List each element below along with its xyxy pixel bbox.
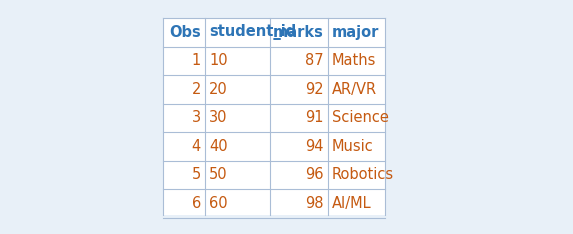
Text: 1: 1 <box>192 53 201 68</box>
Text: 50: 50 <box>209 167 227 182</box>
Text: 40: 40 <box>209 139 227 154</box>
Text: AI/ML: AI/ML <box>332 196 372 211</box>
Text: AR/VR: AR/VR <box>332 82 377 97</box>
Text: 98: 98 <box>305 196 324 211</box>
Text: Science: Science <box>332 110 389 125</box>
Text: 96: 96 <box>305 167 324 182</box>
Text: major: major <box>332 25 379 40</box>
Text: Maths: Maths <box>332 53 376 68</box>
Text: 94: 94 <box>305 139 324 154</box>
Text: 91: 91 <box>305 110 324 125</box>
Text: 2: 2 <box>191 82 201 97</box>
Text: 60: 60 <box>209 196 227 211</box>
Text: student_id: student_id <box>209 24 296 40</box>
Text: Robotics: Robotics <box>332 167 394 182</box>
Text: 10: 10 <box>209 53 227 68</box>
Text: 20: 20 <box>209 82 227 97</box>
Bar <box>163 18 385 215</box>
Text: 92: 92 <box>305 82 324 97</box>
Text: 4: 4 <box>192 139 201 154</box>
Text: Music: Music <box>332 139 374 154</box>
Text: 3: 3 <box>192 110 201 125</box>
Text: 87: 87 <box>305 53 324 68</box>
Text: marks: marks <box>273 25 324 40</box>
Text: 6: 6 <box>192 196 201 211</box>
Text: 30: 30 <box>209 110 227 125</box>
Text: Obs: Obs <box>169 25 201 40</box>
Text: 5: 5 <box>192 167 201 182</box>
